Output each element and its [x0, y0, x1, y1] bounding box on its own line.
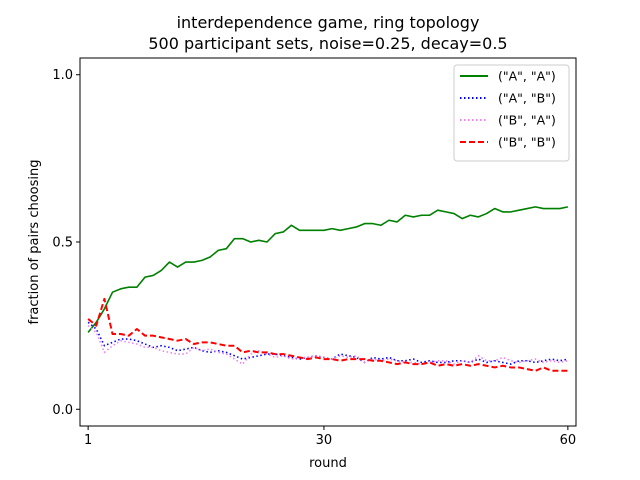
- y-axis: 0.0 0.5 1.0: [52, 68, 80, 418]
- chart-title: interdependence game, ring topology: [177, 13, 480, 32]
- y-axis-label: fraction of pairs choosing: [27, 160, 42, 325]
- y-tick-label: 0.0: [52, 403, 73, 418]
- x-tick-label: 60: [560, 433, 577, 448]
- series-line-1: [87, 206, 569, 333]
- legend-label-4: ("B", "B"): [498, 135, 556, 150]
- series-line-4: [87, 297, 568, 372]
- x-tick-label: 1: [84, 433, 92, 448]
- y-tick-label: 1.0: [52, 68, 73, 83]
- legend-label-2: ("A", "B"): [498, 91, 556, 106]
- series-layer: [87, 206, 569, 372]
- legend-label-1: ("A", "A"): [498, 69, 556, 84]
- y-tick-label: 0.5: [52, 236, 73, 251]
- x-axis-label: round: [309, 456, 347, 471]
- x-tick-label: 30: [316, 433, 333, 448]
- chart-subtitle: 500 participant sets, noise=0.25, decay=…: [148, 34, 507, 53]
- legend: ("A", "A") ("A", "B") ("B", "A") ("B", "B"): [453, 64, 570, 162]
- x-axis: 1 30 60: [84, 426, 576, 448]
- legend-label-3: ("B", "A"): [498, 113, 556, 128]
- legend-box: [453, 64, 570, 162]
